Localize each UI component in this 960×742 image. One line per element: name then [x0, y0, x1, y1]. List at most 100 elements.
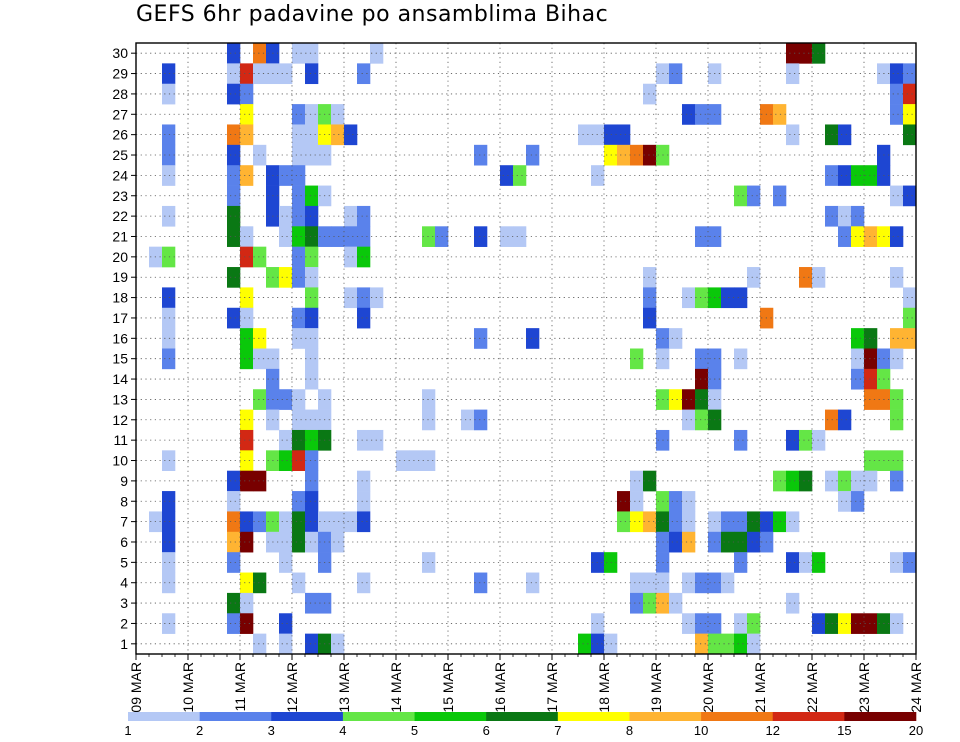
heatmap-cell	[474, 144, 488, 166]
heatmap-cell	[162, 287, 176, 309]
heatmap-cell	[331, 226, 345, 247]
heatmap-cell	[474, 409, 488, 431]
y-tick-label: 30	[112, 45, 128, 61]
heatmap-cell	[851, 226, 865, 247]
heatmap-cell	[227, 144, 241, 166]
heatmap-cell	[344, 124, 358, 146]
heatmap-cell	[292, 511, 306, 533]
colorbar-label: 20	[909, 723, 923, 738]
heatmap-cell	[630, 511, 644, 533]
heatmap-cell	[305, 328, 319, 349]
heatmap-cell	[253, 389, 267, 410]
colorbar-swatch	[128, 712, 200, 721]
heatmap-cell	[773, 104, 787, 125]
heatmap-cell	[240, 572, 254, 594]
heatmap-cell	[357, 572, 371, 594]
heatmap-cell	[799, 43, 813, 64]
heatmap-cell	[630, 572, 644, 594]
heatmap-cell	[305, 43, 319, 64]
heatmap-cell	[890, 450, 904, 471]
heatmap-cell	[604, 552, 618, 573]
y-tick-label: 22	[112, 208, 128, 224]
heatmap-cell	[162, 307, 176, 329]
heatmap-cell	[630, 592, 644, 614]
heatmap-cell	[162, 165, 176, 186]
colorbar-label: 12	[765, 723, 779, 738]
heatmap-cell	[838, 165, 852, 186]
heatmap-cell	[695, 287, 709, 309]
heatmap-cell	[786, 552, 800, 573]
heatmap-cell	[721, 511, 735, 533]
heatmap-cell	[799, 267, 813, 288]
heatmap-cell	[734, 287, 748, 309]
heatmap-cell	[747, 267, 761, 288]
heatmap-cell	[240, 307, 254, 329]
heatmap-cell	[253, 511, 267, 533]
heatmap-cell	[838, 491, 852, 512]
heatmap-cell	[734, 531, 748, 553]
heatmap-cell	[695, 348, 709, 370]
heatmap-cell	[838, 409, 852, 431]
heatmap-cell	[864, 450, 878, 471]
heatmap-cell	[331, 511, 345, 533]
heatmap-cell	[331, 531, 345, 553]
y-tick-label: 9	[120, 473, 128, 489]
heatmap-cell	[227, 43, 241, 64]
heatmap-cell	[903, 552, 917, 573]
heatmap-cell	[279, 63, 293, 85]
heatmap-cell	[305, 409, 319, 431]
heatmap-cell	[721, 287, 735, 309]
heatmap-cell	[721, 633, 735, 655]
heatmap-cell	[604, 633, 618, 655]
heatmap-cell	[279, 267, 293, 288]
heatmap-cell	[630, 348, 644, 370]
y-tick-label: 21	[112, 228, 128, 244]
heatmap-cell	[903, 124, 917, 146]
heatmap-cell	[786, 511, 800, 533]
heatmap-cell	[851, 613, 865, 634]
heatmap-cell	[864, 470, 878, 492]
heatmap-cell	[357, 491, 371, 512]
heatmap-cell	[305, 470, 319, 492]
heatmap-cell	[162, 511, 176, 533]
heatmap-cell	[643, 83, 657, 105]
heatmap-cell	[240, 104, 254, 125]
heatmap-cell	[526, 572, 540, 594]
colorbar-swatch	[414, 712, 487, 721]
y-tick-label: 8	[120, 493, 128, 509]
heatmap-cell	[890, 83, 904, 105]
heatmap-cell	[630, 144, 644, 166]
heatmap-cell	[253, 246, 267, 268]
heatmap-cell	[292, 572, 306, 594]
y-tick-label: 2	[120, 615, 128, 631]
heatmap-cell	[227, 552, 241, 573]
heatmap-cell	[890, 348, 904, 370]
heatmap-cell	[292, 43, 306, 64]
colorbar-label: 5	[411, 723, 418, 738]
heatmap-cell	[643, 307, 657, 329]
heatmap-cell	[669, 592, 683, 614]
x-tick-label: 12 MAR	[284, 662, 300, 713]
heatmap-cell	[357, 429, 371, 451]
heatmap-cell	[890, 104, 904, 125]
x-tick-label: 19 MAR	[648, 662, 664, 713]
heatmap-cell	[682, 287, 696, 309]
x-tick-label: 23 MAR	[856, 662, 872, 713]
heatmap-cell	[227, 124, 241, 146]
heatmap-cell	[357, 205, 371, 227]
heatmap-cell	[240, 83, 254, 105]
heatmap-cell	[617, 491, 631, 512]
heatmap-cell	[734, 613, 748, 634]
heatmap-cell	[344, 511, 358, 533]
heatmap-cell	[305, 267, 319, 288]
heatmap-cell	[617, 511, 631, 533]
heatmap-cell	[604, 124, 618, 146]
heatmap-cell	[227, 511, 241, 533]
heatmap-cell	[747, 531, 761, 553]
heatmap-cell	[695, 409, 709, 431]
y-tick-label: 25	[112, 147, 128, 163]
heatmap-cell	[292, 185, 306, 207]
y-tick-label: 23	[112, 188, 128, 204]
heatmap-cell	[851, 205, 865, 227]
